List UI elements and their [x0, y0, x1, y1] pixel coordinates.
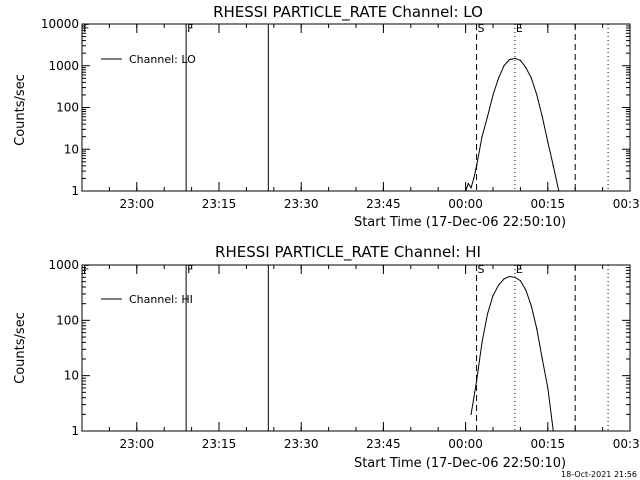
event-marker-label: S [478, 22, 485, 35]
panel-channel-hi: RHESSI PARTICLE_RATE Channel: HI Start T… [13, 243, 640, 471]
data-point [519, 280, 522, 282]
y-axis-label: Counts/sec [13, 312, 28, 384]
data-point [473, 177, 475, 180]
data-point [536, 328, 538, 330]
data-point [508, 59, 511, 61]
x-tick-label: 23:45 [366, 437, 401, 451]
data-point [497, 284, 500, 286]
y-tick-label: 1000 [48, 59, 79, 73]
data-point [552, 165, 554, 167]
data-point [475, 165, 478, 167]
x-tick-label: 23:30 [284, 437, 319, 451]
series-line [470, 275, 554, 432]
y-tick-label: 10000 [41, 17, 79, 31]
legend: Channel: LO [101, 53, 196, 66]
series-line [465, 57, 560, 192]
x-axis-label: Start Time (17-Dec-06 22:50:10) [354, 456, 566, 471]
y-tick-label: 100 [56, 313, 79, 327]
x-tick-label: 00:30 [613, 197, 640, 211]
data-point [475, 380, 478, 382]
data-point [541, 358, 543, 360]
data-point [503, 65, 505, 67]
y-tick-label: 10 [64, 369, 79, 383]
x-tick-label: 23:15 [202, 437, 237, 451]
data-point [552, 430, 554, 432]
data-point [470, 413, 472, 415]
data-point [530, 77, 532, 79]
data-point [525, 67, 527, 69]
x-tick-label: 23:15 [202, 197, 237, 211]
data-point [525, 289, 527, 291]
x-tick-label: 23:45 [366, 197, 401, 211]
plot-frame [81, 23, 631, 192]
data-point [467, 183, 469, 185]
data-point [465, 190, 467, 192]
x-tick-label: 00:15 [531, 197, 566, 211]
x-tick-label: 00:30 [613, 437, 640, 451]
data-point [486, 313, 489, 315]
y-tick-label: 1000 [48, 258, 79, 272]
legend-label: Channel: HI [129, 293, 193, 306]
event-marker-label: F [83, 22, 89, 35]
data-point [508, 275, 511, 278]
y-axis-label: Counts/sec [13, 74, 28, 146]
data-point [486, 116, 489, 118]
data-point [530, 305, 532, 307]
data-point [547, 141, 549, 143]
data-point [492, 294, 494, 297]
data-point [514, 57, 516, 59]
event-marker-label: F [187, 22, 193, 35]
event-marker-label: F [83, 263, 89, 276]
y-tick-label: 10 [64, 142, 79, 156]
data-point [503, 278, 505, 280]
data-point [492, 94, 494, 96]
event-marker-label: E [516, 22, 523, 35]
event-marker-label: E [516, 263, 523, 276]
panel-channel-lo: RHESSI PARTICLE_RATE Channel: LO Start T… [13, 3, 640, 230]
x-tick-label: 00:00 [448, 437, 483, 451]
data-point [519, 59, 522, 61]
y-tick-label: 1 [71, 184, 79, 198]
data-point [481, 341, 483, 343]
footer-timestamp: 18-Oct-2021 21:56 [561, 470, 637, 479]
data-point [547, 387, 549, 389]
chart-title: RHESSI PARTICLE_RATE Channel: HI [215, 243, 481, 262]
data-point [470, 187, 472, 189]
data-point [536, 94, 538, 96]
data-point [514, 276, 516, 278]
legend-label: Channel: LO [129, 53, 196, 66]
event-marker-label: F [187, 263, 193, 276]
x-tick-label: 23:00 [120, 197, 155, 211]
x-tick-label: 00:00 [448, 197, 483, 211]
data-point [558, 190, 560, 192]
data-point [497, 77, 500, 79]
plot-frame [81, 264, 631, 432]
x-axis-label: Start Time (17-Dec-06 22:50:10) [354, 215, 566, 230]
y-tick-label: 1 [71, 424, 79, 438]
x-tick-label: 23:30 [284, 197, 319, 211]
x-tick-label: 00:15 [531, 437, 566, 451]
legend: Channel: HI [101, 293, 193, 306]
data-point [481, 136, 483, 138]
event-marker-label: S [478, 263, 485, 276]
chart-title: RHESSI PARTICLE_RATE Channel: LO [213, 3, 483, 22]
y-tick-label: 100 [56, 101, 79, 115]
x-tick-label: 23:00 [120, 437, 155, 451]
data-point [541, 116, 543, 118]
